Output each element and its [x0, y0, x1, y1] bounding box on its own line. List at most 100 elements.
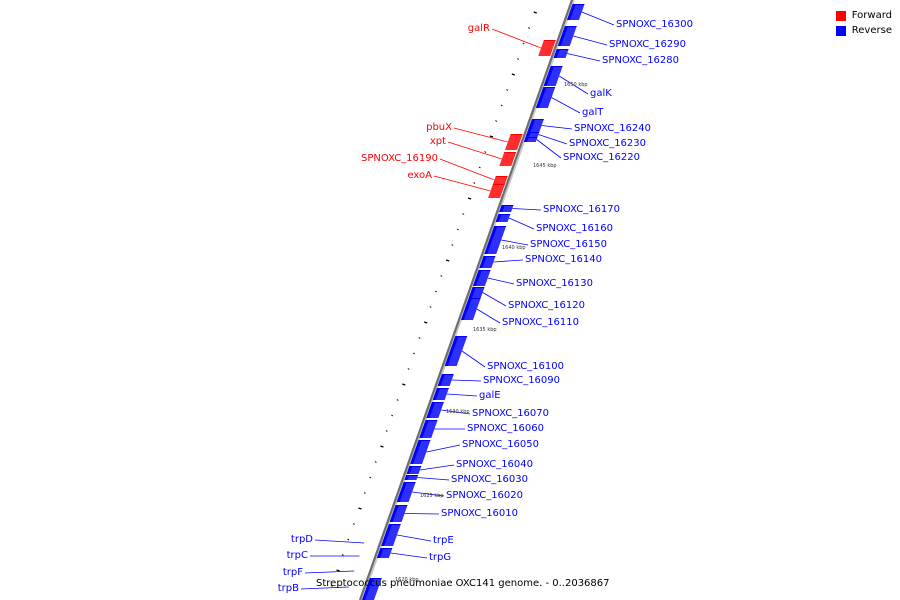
gene-trpf-leader [304, 570, 355, 574]
scale-dot [374, 461, 377, 463]
gene-spnoxc_16110-leader [476, 308, 501, 324]
gene-spnoxc_16160-block [495, 214, 511, 222]
gene-galr-block-shade [535, 41, 556, 56]
gene-spnoxc_16160-block-shade [498, 215, 511, 222]
gene-galk-block [543, 66, 563, 86]
gene-spnoxc_16040-block-shade [409, 467, 422, 474]
gene-spnoxc_16190-block-shade [489, 177, 508, 184]
gene-spnoxc_16240-block-shade [530, 120, 544, 132]
scale-dot [380, 445, 384, 448]
gene-galt-leader [551, 97, 581, 114]
scale-dot [352, 523, 355, 525]
gene-spnoxc_16030-block [404, 475, 419, 480]
gene-pbux-block-shade [502, 135, 523, 150]
scale-dot [506, 89, 509, 91]
gene-spnoxc_16090-block [437, 374, 454, 386]
legend-reverse: Reverse [835, 23, 892, 38]
gene-spnoxc_16100-block-shade [447, 337, 468, 366]
backbone-line [358, 0, 574, 600]
scale-dot [484, 151, 487, 153]
gene-spnoxc_16010-block-shade [392, 506, 408, 522]
gene-spnoxc_16280-block [553, 49, 569, 58]
gene-spnoxc_16130-block-shade [475, 271, 491, 286]
gene-spnoxc_16240-block [527, 119, 544, 132]
gene-spnoxc_16290-block [557, 26, 577, 46]
gene-spnoxc_16220-block [523, 137, 538, 142]
gene-spnoxc_16030-leader [417, 477, 450, 481]
gene-spnoxc_16170-block [499, 205, 514, 212]
gene-spnoxc_16020-block-shade [399, 483, 416, 502]
gene-spnoxc_16020-leader [412, 491, 445, 497]
gene-spnoxc_16050-block-shade [413, 441, 431, 464]
scale-dot [473, 182, 476, 184]
scale-dot [462, 213, 465, 215]
gene-spnoxc_16230-leader [538, 134, 568, 145]
scale-dot [402, 383, 406, 386]
gene-spnoxc_16090-leader [451, 379, 482, 382]
gene-trpe-block-shade [384, 525, 401, 546]
scale-dot [467, 197, 472, 200]
gene-xpt-leader [447, 141, 502, 160]
scale-dot [495, 120, 498, 122]
gene-gale-block-shade [435, 389, 449, 400]
gene-trpg-block [376, 548, 393, 558]
gene-bottom-block [362, 578, 382, 600]
scale-dots [330, 11, 537, 587]
gene-trpg-leader [390, 552, 428, 559]
scale-dot [341, 554, 344, 556]
scale-dot [429, 306, 432, 308]
gene-gale-leader [446, 393, 478, 397]
gene-spnoxc_16120-block [468, 287, 485, 298]
gene-spnoxc_16290-block-shade [560, 27, 577, 46]
legend: Forward Reverse [835, 8, 892, 38]
gene-spnoxc_16160-leader [508, 217, 535, 230]
gene-spnoxc_16070-leader [441, 409, 471, 415]
gene-spnoxc_16140-block-shade [482, 257, 496, 268]
gene-spnoxc_16280-leader [567, 53, 601, 62]
gene-spnoxc_16170-block-shade [502, 206, 514, 212]
scale-dot [445, 259, 450, 262]
gene-features [362, 4, 585, 600]
gene-spnoxc_16300-block-shade [569, 5, 585, 20]
scale-dot [522, 42, 525, 45]
gene-spnoxc_16130-leader [487, 277, 515, 285]
genome-caption: Streptococcus pneumoniae OXC141 genome. … [316, 578, 610, 589]
gene-spnoxc_16030-block-shade [407, 476, 419, 480]
gene-exoa-block [488, 184, 505, 198]
gene-galr-block [538, 40, 556, 56]
scale-dot [533, 11, 537, 14]
scale-dot [511, 73, 516, 76]
scale-dot [517, 58, 520, 60]
scale-dot [489, 135, 494, 138]
gene-galt-block [535, 87, 556, 108]
scale-dot [500, 104, 503, 107]
scale-dot [407, 368, 410, 370]
gene-spnoxc_16070-block-shade [429, 403, 444, 418]
gene-spnoxc_16100-leader [461, 350, 486, 368]
gene-xpt-block-shade [496, 153, 517, 166]
gene-pbux-block [505, 134, 523, 150]
gene-spnoxc_16110-block [460, 298, 481, 320]
gene-xpt-block [499, 152, 517, 166]
scale-dot [528, 27, 531, 29]
gene-galk-block-shade [546, 67, 563, 86]
scale-dot [330, 585, 333, 587]
gene-bottom-block-shade [365, 579, 382, 600]
gene-spnoxc_16300-leader [581, 11, 615, 26]
gene-spnoxc_16190-block [492, 176, 508, 184]
gene-spnoxc_16040-leader [419, 464, 455, 471]
gene-spnoxc_16150-block-shade [487, 227, 507, 254]
gene-exoa-leader [433, 175, 491, 192]
legend-forward: Forward [835, 8, 892, 23]
gene-spnoxc_16010-leader [404, 513, 440, 515]
scale-dot [347, 538, 350, 541]
scale-dot [424, 321, 428, 324]
gene-spnoxc_16060-block-shade [422, 421, 438, 438]
gene-spnoxc_16170-leader [512, 208, 542, 211]
gene-spnoxc_16020-block [396, 482, 416, 502]
scale-dot [434, 290, 437, 293]
scale-dot [385, 430, 388, 432]
gene-trpe-block [381, 524, 401, 546]
